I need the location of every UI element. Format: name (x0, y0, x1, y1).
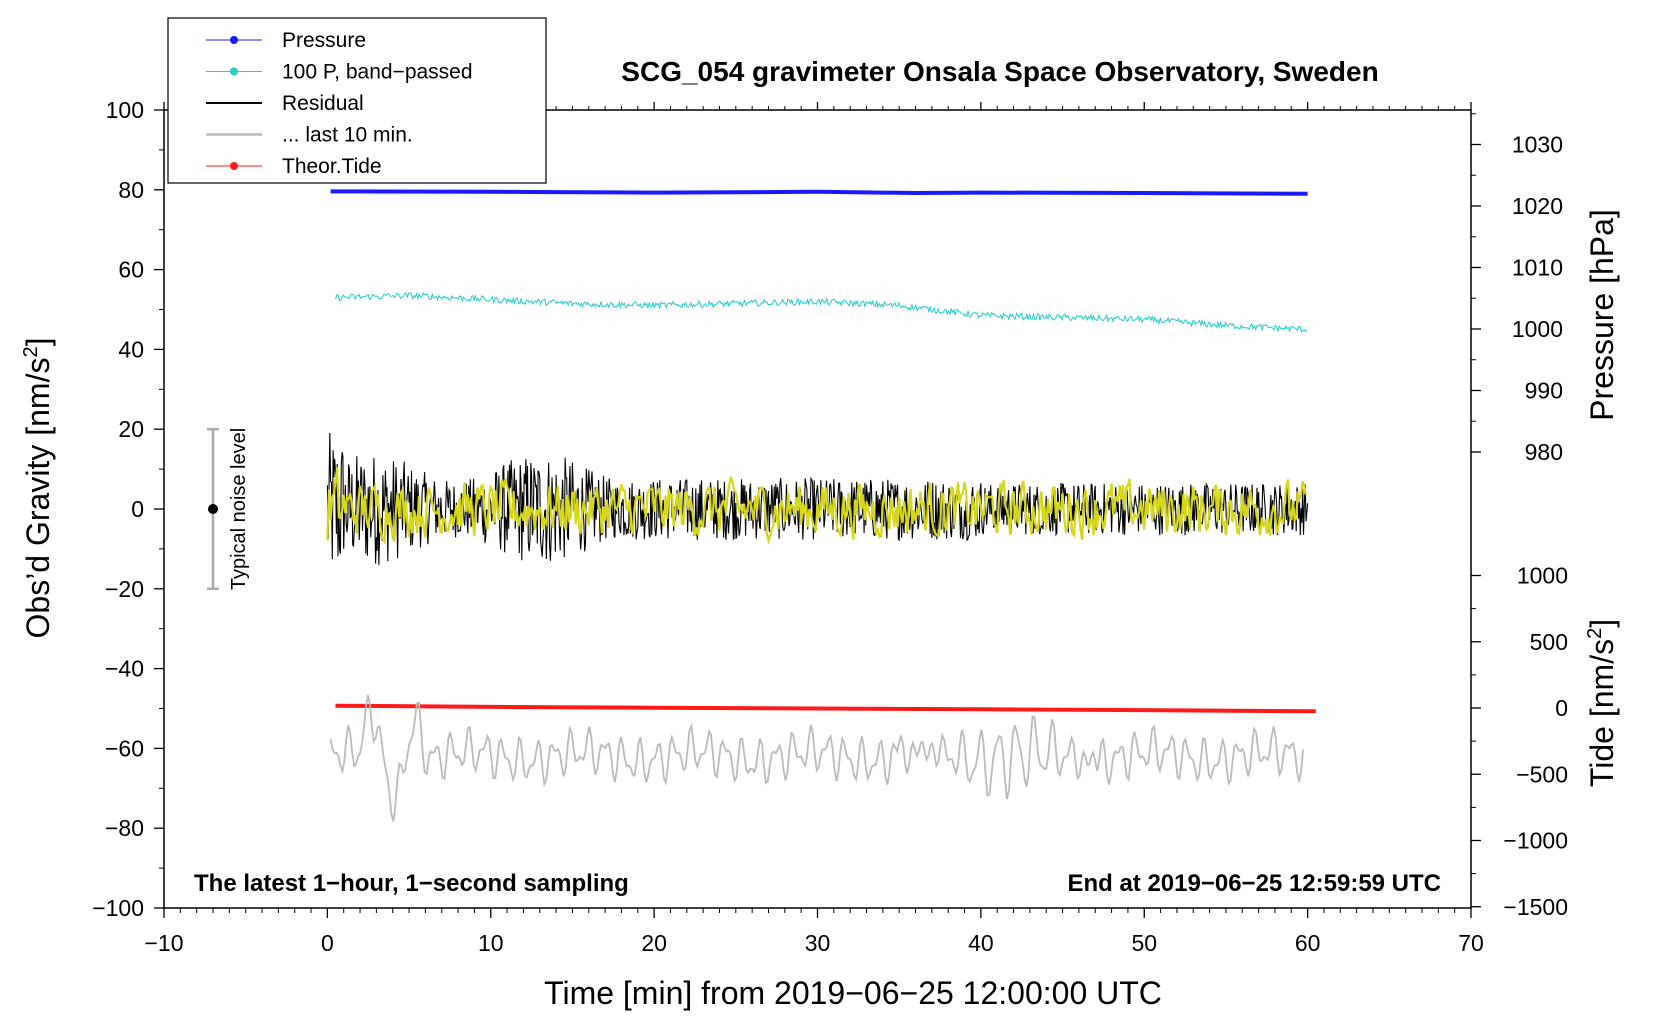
legend-marker (230, 67, 238, 76)
pressure-tick-label: 980 (1525, 439, 1563, 465)
y-tick-label: −40 (105, 656, 144, 682)
chart-title: SCG_054 gravimeter Onsala Space Observat… (621, 56, 1378, 87)
x-tick-label: 30 (805, 930, 831, 956)
legend: Pressure 100 P, band−passed Residual ... la… (167, 17, 547, 184)
pressure-tick-label: 1010 (1512, 255, 1563, 281)
legend-label: Residual (282, 92, 364, 115)
x-tick-label: 10 (478, 930, 504, 956)
legend-label: Theor.Tide (282, 155, 382, 178)
legend-label: ... last 10 min. (282, 124, 413, 147)
pressure-tick-label: 1020 (1512, 193, 1563, 219)
y-axis-title-tide-sup: 2 (1584, 628, 1606, 639)
tide-tick-label: 1000 (1517, 563, 1568, 589)
axes-group: −10 0 10 20 30 40 50 60 70100806040200−20−40−60−… (92, 97, 1568, 956)
x-tick-label: 20 (641, 930, 667, 956)
pressure-tick-label: 1000 (1512, 316, 1563, 342)
pressure-tick-label: 990 (1525, 378, 1563, 404)
x-tick-label: −10 (144, 930, 183, 956)
y-axis-title-tide-close: ] (1584, 619, 1620, 628)
y-tick-label: 100 (106, 97, 144, 123)
note-sampling: The latest 1−hour, 1−second sampling (194, 870, 629, 897)
tide-tick-label: −1000 (1503, 828, 1568, 854)
x-tick-label: 50 (1131, 930, 1157, 956)
y-tick-label: −60 (105, 735, 144, 761)
x-tick-label: 60 (1295, 930, 1321, 956)
tide-tick-label: −500 (1516, 761, 1568, 787)
noise-bar-center (208, 504, 219, 514)
series-pressure-bandpassed (335, 291, 1307, 334)
tide-tick-label: 500 (1530, 629, 1568, 655)
y-axis-title-gravity-sup: 2 (20, 346, 42, 357)
y-tick-label: 60 (118, 257, 144, 283)
tide-tick-label: 0 (1555, 695, 1568, 721)
y-axis-title-gravity-text: Obs’d Gravity [nm/s (20, 358, 56, 639)
series-residual-filtered (326, 467, 1308, 546)
y-tick-label: −20 (105, 576, 144, 602)
legend-marker (230, 36, 238, 44)
pressure-tick-label: 1030 (1512, 132, 1563, 158)
y-axis-title-tide: Tide [nm/s2] (1584, 619, 1620, 787)
y-axis-title-gravity-close: ] (20, 338, 56, 347)
x-tick-label: 0 (321, 930, 334, 956)
y-tick-label: −80 (105, 815, 144, 841)
noise-level-indicator: Typical noise level (207, 428, 250, 590)
note-end-time: End at 2019−06−25 12:59:59 UTC (1067, 870, 1441, 897)
tide-tick-label: −1500 (1503, 894, 1568, 920)
series-theoretical-tide (335, 703, 1316, 714)
series-pressure (330, 189, 1308, 196)
y-tick-label: 40 (118, 336, 144, 362)
x-tick-label: 70 (1458, 930, 1484, 956)
series-last-10-min (329, 694, 1304, 822)
series-group (326, 189, 1316, 822)
legend-box (167, 17, 547, 184)
y-axis-title-tide-text: Tide [nm/s (1584, 639, 1620, 787)
y-tick-label: 0 (131, 496, 144, 522)
y-axis-title-gravity: Obs’d Gravity [nm/s2] (20, 338, 56, 639)
y-tick-label: 80 (118, 177, 144, 203)
legend-label: Pressure (282, 29, 366, 52)
noise-label: Typical noise level (228, 428, 250, 590)
y-tick-label: 20 (118, 416, 144, 442)
y-axis-title-pressure: Pressure [hPa] (1584, 209, 1620, 421)
x-tick-label: 40 (968, 930, 994, 956)
y-tick-label: −100 (92, 895, 144, 921)
x-axis-title: Time [min] from 2019−06−25 12:00:00 UTC (544, 975, 1162, 1011)
legend-marker (230, 162, 238, 170)
legend-label: 100 P, band−passed (282, 61, 473, 84)
